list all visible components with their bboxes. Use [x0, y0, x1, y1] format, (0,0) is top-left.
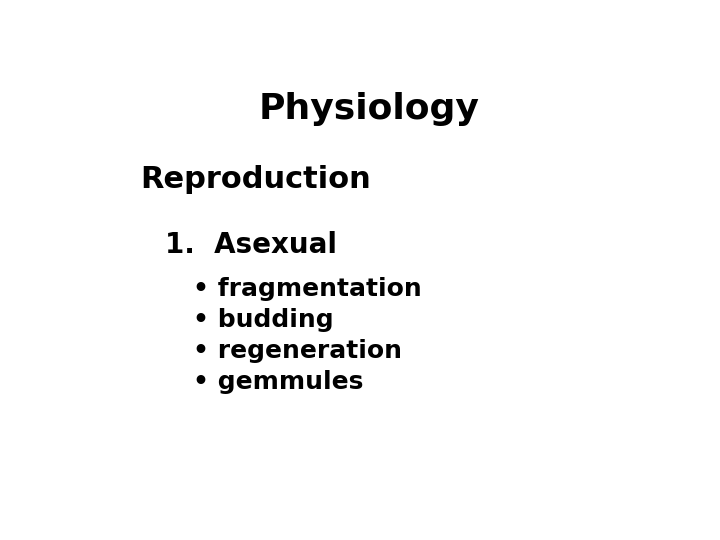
- Text: 1.  Asexual: 1. Asexual: [166, 231, 338, 259]
- Text: • regeneration: • regeneration: [193, 339, 402, 363]
- Text: • fragmentation: • fragmentation: [193, 277, 422, 301]
- Text: • gemmules: • gemmules: [193, 370, 364, 394]
- Text: • budding: • budding: [193, 308, 334, 332]
- Text: Reproduction: Reproduction: [140, 165, 371, 194]
- Text: Physiology: Physiology: [258, 92, 480, 126]
